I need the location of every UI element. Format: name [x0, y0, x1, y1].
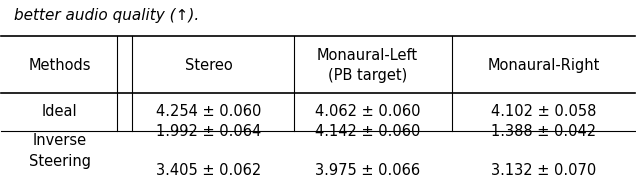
- Text: 4.254 ± 0.060: 4.254 ± 0.060: [156, 104, 262, 119]
- Text: 4.102 ± 0.058: 4.102 ± 0.058: [491, 104, 596, 119]
- Text: Monaural-Left
(PB target): Monaural-Left (PB target): [317, 48, 418, 83]
- Text: 1.992 ± 0.064: 1.992 ± 0.064: [156, 124, 261, 139]
- Text: Ideal: Ideal: [42, 104, 78, 119]
- Text: 1.388 ± 0.042: 1.388 ± 0.042: [491, 124, 596, 139]
- Text: 4.142 ± 0.060: 4.142 ± 0.060: [315, 124, 420, 139]
- Text: 3.975 ± 0.066: 3.975 ± 0.066: [315, 163, 420, 178]
- Text: Monaural-Right: Monaural-Right: [487, 58, 600, 73]
- Text: 3.132 ± 0.070: 3.132 ± 0.070: [491, 163, 596, 178]
- Text: 4.062 ± 0.060: 4.062 ± 0.060: [315, 104, 420, 119]
- Text: better audio quality (↑).: better audio quality (↑).: [14, 8, 199, 23]
- Text: Methods: Methods: [29, 58, 91, 73]
- Text: 3.405 ± 0.062: 3.405 ± 0.062: [156, 163, 261, 178]
- Text: Inverse
Steering: Inverse Steering: [29, 133, 91, 169]
- Text: Stereo: Stereo: [185, 58, 233, 73]
